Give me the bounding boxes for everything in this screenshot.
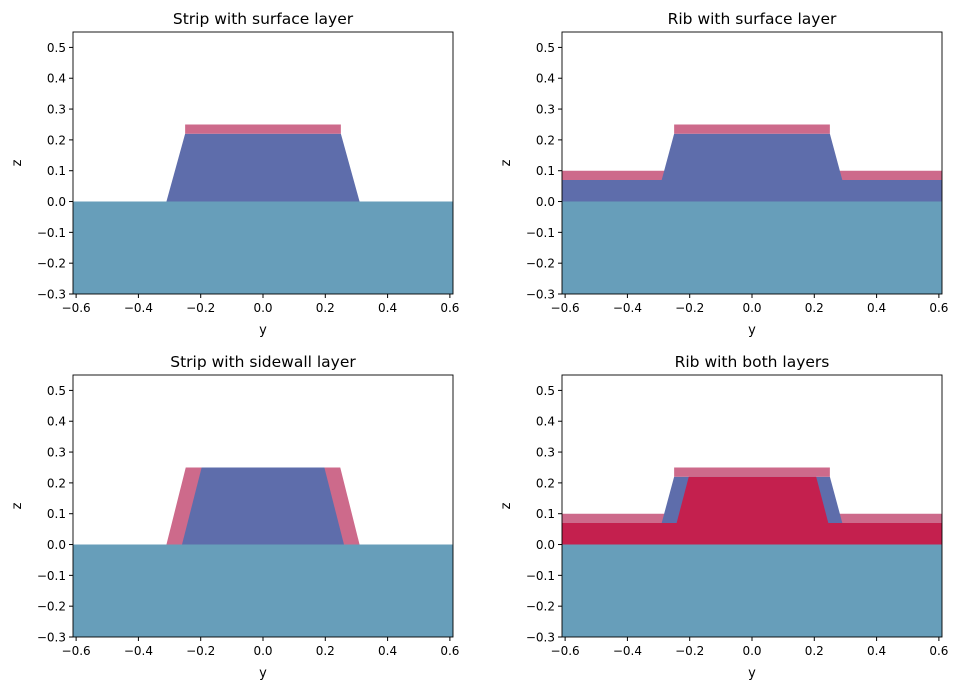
substrate-region — [73, 201, 453, 294]
core-region — [661, 133, 843, 180]
y-tick-label: 0.1 — [536, 164, 555, 178]
subplot-1: −0.6 −0.4 −0.2 0.0 0.2 0.4 0.6 −0.3 −0.2 −0.1 0.0 0… — [499, 10, 948, 338]
subplot-title: Rib with both layers — [675, 353, 830, 371]
plot-area — [73, 124, 453, 294]
subplot-title: Strip with sidewall layer — [170, 353, 356, 371]
x-tick-label: −0.4 — [613, 644, 642, 658]
x-tick-label: −0.6 — [62, 644, 91, 658]
layer-region — [674, 467, 830, 477]
x-tick-label: 0.2 — [316, 301, 335, 315]
y-tick-label: 0.4 — [536, 72, 555, 86]
y-tick-label: 0.5 — [47, 41, 66, 55]
x-tick-label: 0.0 — [742, 644, 761, 658]
x-tick-label: −0.2 — [186, 644, 215, 658]
y-tick-label: 0.5 — [47, 384, 66, 398]
subplot-title: Rib with surface layer — [668, 10, 837, 28]
y-tick-label: −0.2 — [37, 257, 66, 271]
y-tick-label: 0.0 — [536, 195, 555, 209]
y-tick-label: 0.2 — [536, 133, 555, 147]
y-tick-label: −0.2 — [37, 600, 66, 614]
x-axis-label: y — [259, 323, 267, 338]
y-tick-label: 0.0 — [536, 538, 555, 552]
y-tick-label: 0.2 — [536, 476, 555, 490]
y-tick-label: 0.3 — [47, 103, 66, 117]
y-tick-label: 0.1 — [536, 507, 555, 521]
x-tick-label: 0.2 — [805, 301, 824, 315]
x-tick-label: −0.2 — [675, 644, 704, 658]
y-tick-label: 0.2 — [47, 476, 66, 490]
x-tick-label: −0.4 — [124, 644, 153, 658]
y-axis-label: z — [10, 502, 25, 509]
x-tick-label: 0.2 — [316, 644, 335, 658]
x-tick-label: 0.4 — [378, 644, 397, 658]
x-tick-label: 0.0 — [742, 301, 761, 315]
plot-area — [73, 467, 453, 637]
x-tick-label: 0.2 — [805, 644, 824, 658]
y-tick-label: 0.1 — [47, 507, 66, 521]
y-tick-label: 0.1 — [47, 164, 66, 178]
substrate-region — [562, 544, 942, 637]
y-tick-label: 0.3 — [536, 103, 555, 117]
y-tick-label: 0.5 — [536, 384, 555, 398]
x-tick-label: 0.6 — [929, 644, 948, 658]
y-tick-label: −0.1 — [37, 569, 66, 583]
y-tick-label: 0.0 — [47, 195, 66, 209]
layer-region — [185, 124, 341, 134]
plot-area — [562, 124, 942, 294]
x-tick-label: 0.0 — [253, 301, 272, 315]
y-tick-label: 0.4 — [536, 415, 555, 429]
x-tick-label: −0.6 — [551, 644, 580, 658]
subplot-title: Strip with surface layer — [173, 10, 354, 28]
y-tick-label: 0.3 — [47, 446, 66, 460]
subplot-2: −0.6 −0.4 −0.2 0.0 0.2 0.4 0.6 −0.3 −0.2 −0.1 0.0 0… — [10, 353, 459, 681]
core-region — [182, 467, 344, 545]
substrate-region — [562, 201, 942, 294]
y-axis-label: z — [499, 159, 514, 166]
y-tick-label: −0.3 — [526, 631, 555, 645]
x-tick-label: −0.2 — [186, 301, 215, 315]
y-axis-label: z — [499, 502, 514, 509]
x-tick-label: 0.6 — [929, 301, 948, 315]
subplot-3: −0.6 −0.4 −0.2 0.0 0.2 0.4 0.6 −0.3 −0.2 −0.1 0.0 0… — [499, 353, 948, 681]
y-tick-label: −0.1 — [37, 226, 66, 240]
x-tick-label: −0.4 — [613, 301, 642, 315]
y-tick-label: −0.2 — [526, 257, 555, 271]
x-tick-label: 0.4 — [867, 644, 886, 658]
x-axis-label: y — [259, 666, 267, 681]
x-tick-label: 0.4 — [378, 301, 397, 315]
x-tick-label: −0.2 — [675, 301, 704, 315]
substrate-region — [73, 544, 453, 637]
y-axis-label: z — [10, 159, 25, 166]
y-tick-label: 0.4 — [47, 415, 66, 429]
y-tick-label: −0.1 — [526, 569, 555, 583]
y-tick-label: 0.0 — [47, 538, 66, 552]
x-tick-label: 0.6 — [440, 644, 459, 658]
y-tick-label: −0.3 — [37, 631, 66, 645]
x-tick-label: −0.6 — [62, 301, 91, 315]
subplot-0: −0.6 −0.4 −0.2 0.0 0.2 0.4 0.6 −0.3 −0.2 −0.1 0.0 0… — [10, 10, 459, 338]
y-tick-label: −0.3 — [526, 288, 555, 302]
both-region — [676, 476, 829, 523]
x-tick-label: −0.6 — [551, 301, 580, 315]
core-region — [166, 133, 360, 202]
x-tick-label: 0.0 — [253, 644, 272, 658]
layer-region — [674, 124, 830, 134]
x-tick-label: 0.4 — [867, 301, 886, 315]
plot-area — [562, 467, 942, 637]
y-tick-label: −0.2 — [526, 600, 555, 614]
y-tick-label: 0.2 — [47, 133, 66, 147]
y-tick-label: 0.5 — [536, 41, 555, 55]
y-tick-label: −0.1 — [526, 226, 555, 240]
core-region — [562, 179, 942, 202]
y-tick-label: 0.4 — [47, 72, 66, 86]
y-tick-label: −0.3 — [37, 288, 66, 302]
x-axis-label: y — [748, 666, 756, 681]
y-tick-label: 0.3 — [536, 446, 555, 460]
x-tick-label: 0.6 — [440, 301, 459, 315]
x-axis-label: y — [748, 323, 756, 338]
both-region — [562, 522, 942, 545]
x-tick-label: −0.4 — [124, 301, 153, 315]
